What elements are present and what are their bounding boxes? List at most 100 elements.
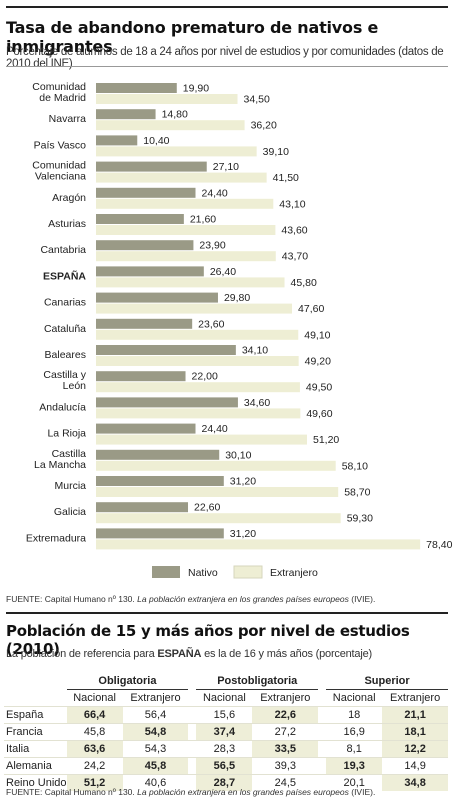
nativo-bar bbox=[96, 502, 189, 513]
nativo-bar bbox=[96, 476, 224, 486]
dropout-bar-chart: Comunidad de Madrid 19,90 34,50 Navarra 14,80… bbox=[26, 81, 453, 579]
legend-label-extranjero: Extranjero bbox=[270, 567, 318, 579]
bar-value-label: 34,50 bbox=[244, 94, 270, 106]
value-cell: 15,6 bbox=[196, 706, 253, 724]
bar-value-label: 58,70 bbox=[344, 487, 370, 499]
bar-value-label: 31,20 bbox=[230, 528, 256, 540]
category-label: La Rioja bbox=[47, 428, 86, 440]
value-cell: 51,2 bbox=[66, 774, 123, 791]
bar-value-label: 27,10 bbox=[213, 161, 239, 173]
bar-value-label: 36,20 bbox=[251, 120, 277, 132]
category-label: Murcia bbox=[54, 480, 86, 492]
bar-value-label: 23,90 bbox=[199, 240, 225, 252]
nativo-bar bbox=[96, 214, 184, 224]
bar-value-label: 23,60 bbox=[198, 318, 224, 330]
category-label: Cataluña bbox=[44, 323, 86, 335]
bar-value-label: 14,80 bbox=[162, 109, 188, 121]
col-header-nacional: Nacional bbox=[202, 692, 246, 704]
chart-subtitle: Porcentaje de alumnos de 18 a 24 años po… bbox=[6, 46, 444, 70]
category-label: Comunidad Valenciana bbox=[32, 160, 86, 183]
extranjero-bar bbox=[96, 146, 257, 157]
value-cell: 12,2 bbox=[382, 740, 448, 758]
value-cell: 18 bbox=[326, 706, 383, 724]
category-label: Andalucía bbox=[39, 401, 86, 413]
extranjero-bar bbox=[96, 198, 274, 209]
extranjero-bar bbox=[96, 251, 276, 262]
value-cell: 20,1 bbox=[326, 774, 383, 791]
category-label: Asturias bbox=[48, 218, 86, 230]
legend-swatch-extranjero bbox=[233, 565, 263, 579]
category-label: Castilla La Mancha bbox=[34, 448, 86, 471]
bar-value-label: 29,80 bbox=[224, 292, 250, 304]
value-cell: 24,2 bbox=[66, 757, 123, 775]
extranjero-bar bbox=[96, 172, 267, 183]
group-header-obligatoria: Obligatoria bbox=[66, 672, 189, 690]
category-label: Comunidad de Madrid bbox=[32, 81, 86, 104]
bar-value-label: 49,50 bbox=[306, 382, 332, 394]
value-cell: 19,3 bbox=[326, 757, 383, 775]
value-cell: 39,3 bbox=[252, 757, 319, 775]
value-cell: 54,8 bbox=[122, 723, 189, 741]
nativo-bar bbox=[96, 240, 194, 251]
bar-value-label: 49,60 bbox=[306, 408, 332, 420]
bar-value-label: 22,00 bbox=[192, 371, 218, 383]
value-cell: 28,7 bbox=[196, 774, 253, 791]
extranjero-bar bbox=[96, 460, 336, 471]
category-label: Canarias bbox=[44, 297, 86, 309]
extranjero-bar bbox=[96, 277, 285, 288]
group-header-postobligatoria: Postobligatoria bbox=[196, 672, 319, 690]
value-cell: 16,9 bbox=[326, 723, 383, 741]
bar-value-label: 43,70 bbox=[282, 251, 308, 263]
value-cell: 66,4 bbox=[66, 706, 123, 724]
country-cell: Reino Unido bbox=[4, 774, 67, 791]
value-cell: 56,5 bbox=[196, 757, 253, 775]
chart-title: Tasa de abandono prematuro de nativos e … bbox=[6, 18, 379, 56]
country-cell: Alemania bbox=[4, 757, 67, 775]
bar-value-label: 30,10 bbox=[225, 449, 251, 461]
nativo-bar bbox=[96, 371, 186, 382]
section-divider bbox=[6, 612, 448, 614]
legend-label-nativo: Nativo bbox=[188, 567, 218, 579]
value-cell: 21,1 bbox=[382, 706, 448, 724]
bar-value-label: 51,20 bbox=[313, 434, 339, 446]
bar-value-label: 39,10 bbox=[263, 146, 289, 158]
bar-value-label: 19,90 bbox=[183, 83, 209, 95]
extranjero-bar bbox=[96, 382, 300, 393]
value-cell: 56,4 bbox=[122, 706, 189, 724]
col-header-nacional: Nacional bbox=[332, 692, 376, 704]
nativo-bar bbox=[96, 423, 196, 434]
bar-value-label: 34,10 bbox=[242, 345, 268, 357]
extranjero-bar bbox=[96, 434, 307, 445]
nativo-bar bbox=[96, 318, 193, 329]
table-title: Población de 15 y más años por nivel de … bbox=[6, 622, 410, 658]
country-cell: España bbox=[4, 706, 67, 724]
value-cell: 45,8 bbox=[66, 723, 123, 741]
nativo-bar bbox=[96, 135, 138, 146]
nativo-bar bbox=[96, 187, 196, 198]
bar-value-label: 24,40 bbox=[202, 423, 228, 435]
bar-value-label: 31,20 bbox=[230, 476, 256, 488]
value-cell: 27,2 bbox=[252, 723, 319, 741]
nativo-bar bbox=[96, 266, 204, 277]
top-rule bbox=[6, 6, 448, 8]
extranjero-bar bbox=[96, 120, 245, 131]
category-label: Aragón bbox=[52, 192, 86, 204]
category-label: Cantabria bbox=[40, 244, 86, 256]
extranjero-bar bbox=[96, 539, 421, 550]
table-row: Alemania 24,2 45,8 56,5 39,3 19,3 14,9 bbox=[4, 757, 448, 775]
bar-value-label: 41,50 bbox=[273, 172, 299, 184]
nativo-bar bbox=[96, 292, 218, 303]
value-cell: 8,1 bbox=[326, 740, 383, 758]
nativo-bar bbox=[96, 161, 207, 172]
table-row: Italia 63,6 54,3 28,3 33,5 8,1 12,2 bbox=[4, 740, 448, 758]
extranjero-bar bbox=[96, 329, 299, 340]
extranjero-bar bbox=[96, 487, 339, 497]
bar-value-label: 47,60 bbox=[298, 303, 324, 315]
category-label: País Vasco bbox=[34, 139, 86, 151]
table-row: Francia 45,8 54,8 37,4 27,2 16,9 18,1 bbox=[4, 723, 448, 741]
bar-value-label: 43,10 bbox=[279, 198, 305, 210]
nativo-bar bbox=[96, 83, 177, 93]
bar-value-label: 45,80 bbox=[291, 277, 317, 289]
group-header-superior: Superior bbox=[326, 672, 448, 690]
bar-value-label: 58,10 bbox=[342, 460, 368, 472]
